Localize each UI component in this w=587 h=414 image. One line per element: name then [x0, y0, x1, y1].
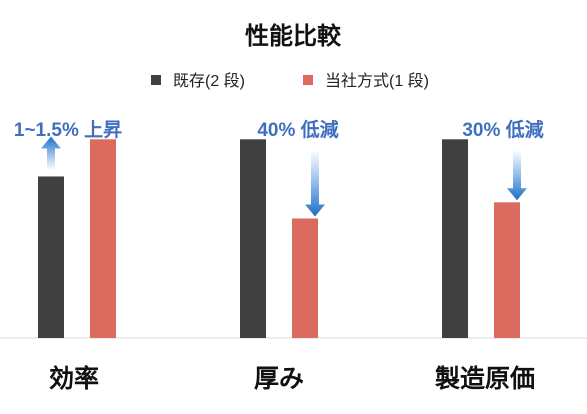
legend-swatch-proposed	[303, 75, 313, 85]
annotation-thickness: 40% 低減	[257, 118, 338, 141]
category-label-thickness: 厚み	[254, 365, 304, 393]
category-label-cost: 製造原価	[434, 365, 535, 393]
bar-proposed-efficiency	[90, 139, 116, 338]
legend-label-proposed: 当社方式(1 段)	[325, 72, 429, 90]
change-arrows	[41, 136, 527, 217]
arrow-down-thickness	[305, 150, 325, 217]
arrow-up-efficiency	[41, 136, 61, 171]
bar-existing-cost	[442, 139, 468, 338]
annotation-cost: 30% 低減	[462, 118, 543, 141]
legend-label-existing: 既存(2 段)	[173, 72, 245, 90]
category-labels: 効率 厚み 製造原価	[49, 364, 535, 393]
bar-existing-efficiency	[38, 176, 64, 338]
arrow-down-cost	[507, 150, 527, 201]
bar-proposed-thickness	[292, 218, 318, 338]
category-label-efficiency: 効率	[49, 364, 99, 393]
bar-existing-thickness	[240, 139, 266, 338]
legend-swatch-existing	[151, 75, 161, 85]
annotation-efficiency: 1~1.5% 上昇	[14, 119, 122, 141]
chart-title: 性能比較	[245, 22, 342, 50]
annotations: 1~1.5% 上昇 40% 低減 30% 低減	[14, 118, 544, 141]
bar-proposed-cost	[494, 202, 520, 338]
legend: 既存(2 段) 当社方式(1 段)	[151, 72, 429, 90]
bars	[38, 139, 520, 338]
